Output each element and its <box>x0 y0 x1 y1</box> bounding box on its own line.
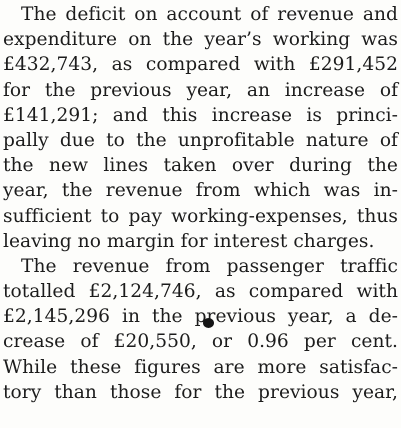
text-line: sufficient to pay working-expenses, thus <box>3 205 398 227</box>
text-line: The deficit on account of revenue and <box>21 4 398 25</box>
text-line: tory than those for the previous year, <box>3 381 398 403</box>
paragraph-passenger-revenue: The revenue from passenger traffic total… <box>3 254 398 405</box>
text-line: crease of £20,550, or 0.96 per cent. <box>3 331 398 353</box>
ink-blot <box>203 318 214 328</box>
text-line: £141,291; and this increase is princi- <box>3 104 398 126</box>
text-column: The deficit on account of revenue and ex… <box>3 2 398 405</box>
text-line: £432,743, as compared with £291,452 <box>3 54 398 76</box>
text-line: totalled £2,124,746, as compared with <box>3 281 398 303</box>
text-line: the new lines taken over during the <box>3 155 398 177</box>
text-line: for the previous year, an increase of <box>3 79 398 101</box>
text-line: The revenue from passenger traffic <box>21 255 398 277</box>
paragraph-deficit: The deficit on account of revenue and ex… <box>3 2 398 254</box>
text-line: leaving no margin for interest charges. <box>3 230 375 252</box>
text-line: While these figures are more satisfac- <box>3 356 398 378</box>
text-line: £2,145,296 in the previous year, a de- <box>3 306 398 328</box>
text-line: year, the revenue from which was in- <box>3 180 398 202</box>
text-line: pally due to the unprofitable nature of <box>3 129 398 151</box>
text-line: expenditure on the year’s working was <box>3 29 398 51</box>
